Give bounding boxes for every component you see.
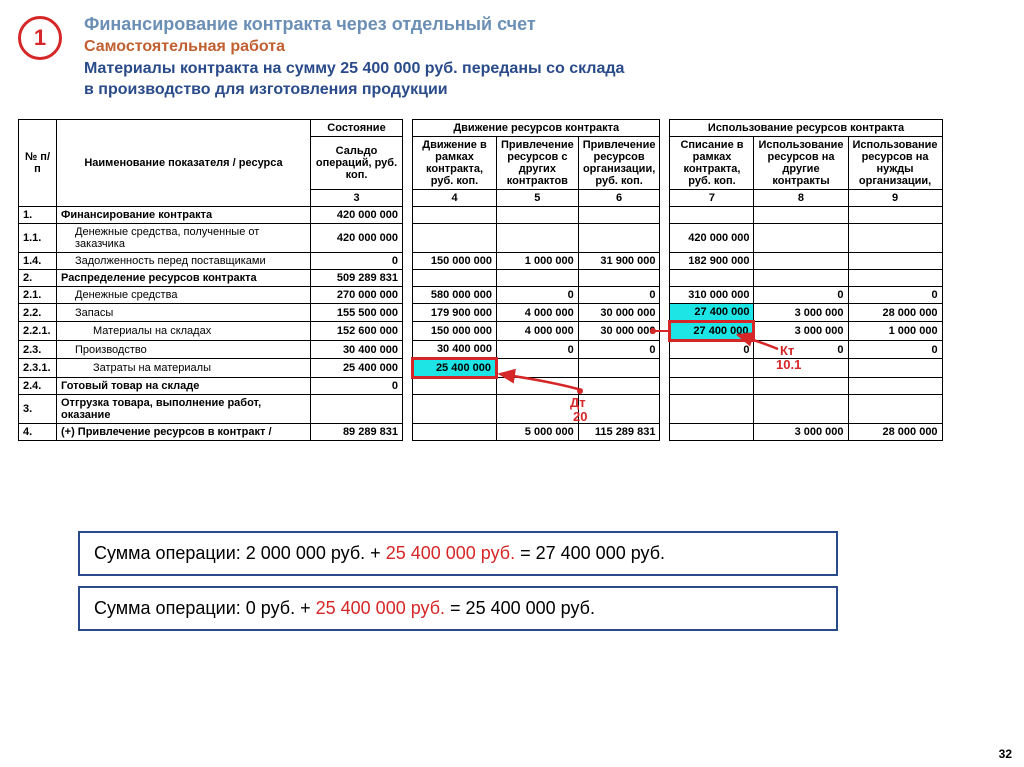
resource-table: № п/п Наименование показателя / ресурса … bbox=[18, 119, 943, 441]
col-group-use: Использование ресурсов контракта bbox=[670, 120, 942, 137]
coln-9: 9 bbox=[848, 190, 942, 207]
formula-2: Сумма операции: 0 руб. + 25 400 000 руб.… bbox=[78, 586, 838, 631]
col-c7: Списание в рамках контракта, руб. коп. bbox=[670, 137, 754, 190]
col-group-move: Движение ресурсов контракта bbox=[413, 120, 660, 137]
col-name: Наименование показателя / ресурса bbox=[57, 120, 311, 207]
table-row: 4.(+) Привлечение ресурсов в контракт /8… bbox=[19, 424, 943, 441]
table-row: 1.Финансирование контракта420 000 000 bbox=[19, 207, 943, 224]
page-number: 32 bbox=[999, 747, 1012, 761]
step-badge: 1 bbox=[18, 16, 62, 60]
header: 1 Финансирование контракта через отдельн… bbox=[18, 12, 1006, 101]
table-row: 3.Отгрузка товара, выполнение работ, ока… bbox=[19, 395, 943, 424]
table-row: 2.3.1.Затраты на материалы25 400 00025 4… bbox=[19, 359, 943, 378]
title-line-3b: в производство для изготовления продукци… bbox=[84, 79, 624, 101]
coln-7: 7 bbox=[670, 190, 754, 207]
table-container: № п/п Наименование показателя / ресурса … bbox=[18, 119, 1006, 441]
col-c5: Привлечение ресурсов с других контрактов bbox=[497, 137, 579, 190]
formulas: Сумма операции: 2 000 000 руб. + 25 400 … bbox=[18, 531, 1006, 631]
coln-4: 4 bbox=[413, 190, 497, 207]
table-row: 2.2.1.Материалы на складах152 600 000150… bbox=[19, 322, 943, 341]
table-row: 1.1.Денежные средства, полученные от зак… bbox=[19, 224, 943, 253]
table-row: 2.2.Запасы155 500 000179 900 0004 000 00… bbox=[19, 304, 943, 322]
col-c6: Привлечение ресурсов организации, руб. к… bbox=[578, 137, 660, 190]
coln-5: 5 bbox=[497, 190, 579, 207]
title-line-2: Самостоятельная работа bbox=[84, 36, 624, 58]
col-saldo: Сальдо операций, руб. коп. bbox=[311, 137, 403, 190]
col-state: Состояние bbox=[311, 120, 403, 137]
table-row: 2.Распределение ресурсов контракта509 28… bbox=[19, 270, 943, 287]
coln-8: 8 bbox=[754, 190, 848, 207]
table-row: 1.4.Задолженность перед поставщиками0150… bbox=[19, 253, 943, 270]
col-c4: Движение в рамках контракта, руб. коп. bbox=[413, 137, 497, 190]
title-line-3a: Материалы контракта на сумму 25 400 000 … bbox=[84, 58, 624, 80]
col-c8: Использование ресурсов на другие контрак… bbox=[754, 137, 848, 190]
table-row: 2.1.Денежные средства270 000 000580 000 … bbox=[19, 287, 943, 304]
formula-1: Сумма операции: 2 000 000 руб. + 25 400 … bbox=[78, 531, 838, 576]
titles: Финансирование контракта через отдельный… bbox=[84, 12, 624, 101]
coln-3: 3 bbox=[311, 190, 403, 207]
table-row: 2.4.Готовый товар на складе0 bbox=[19, 378, 943, 395]
col-npp: № п/п bbox=[19, 120, 57, 207]
table-row: 2.3.Производство30 400 00030 400 0000000… bbox=[19, 341, 943, 359]
coln-6: 6 bbox=[578, 190, 660, 207]
title-line-1: Финансирование контракта через отдельный… bbox=[84, 12, 624, 36]
col-c9: Использование ресурсов на нужды организа… bbox=[848, 137, 942, 190]
